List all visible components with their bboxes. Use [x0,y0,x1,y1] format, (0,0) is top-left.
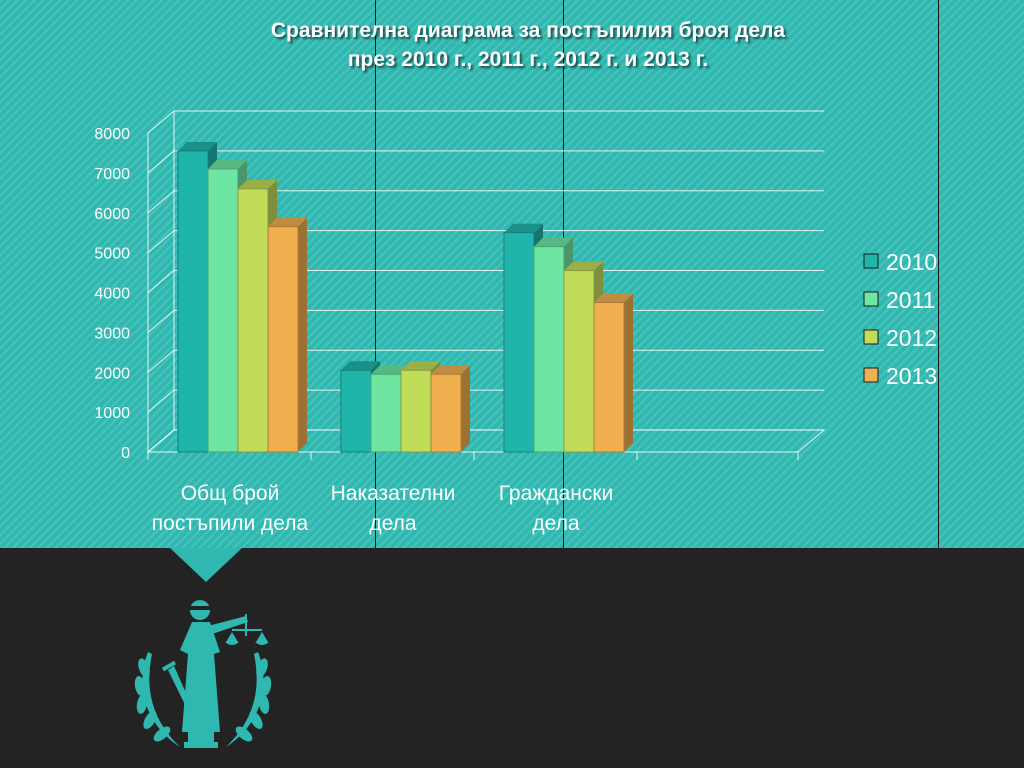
y-tick-label: 4000 [94,286,130,303]
legend-label: 2010 [886,249,937,275]
bar-2013 [430,365,470,453]
y-tick-label: 0 [121,445,130,462]
y-tick-label: 1000 [94,405,130,422]
gridline [147,110,175,134]
y-tick-label: 6000 [94,206,130,223]
y-tick-label: 3000 [94,325,130,342]
legend-swatch [863,329,879,345]
legend-label: 2011 [886,287,935,313]
y-tick-label: 2000 [94,365,130,382]
y-tick-label: 7000 [94,166,130,183]
y-tick-label: 5000 [94,246,130,263]
bar-2013 [267,217,307,453]
gridline [147,309,175,333]
legend-swatch [863,253,879,269]
gridline [147,389,175,413]
bar-2013 [593,293,633,453]
chart-title-line-2: през 2010 г., 2011 г., 2012 г. и 2013 г. [347,48,709,71]
chart-title: Сравнителна диаграма за постъпилия броя … [128,16,928,74]
category-label: Граждански [499,482,614,505]
gridline [147,190,175,214]
legend-swatch [863,291,879,307]
chart-title-line-1: Сравнителна диаграма за постъпилия броя … [270,19,786,42]
gridline [147,349,175,373]
gridline [147,230,175,254]
slide-footer-band [0,548,1024,768]
gridline [147,150,175,174]
vertical-divider [938,0,939,548]
legend-label: 2013 [886,363,937,389]
bar-chart: 0 1000 2000 3000 4000 5000 6000 7000 8000 Общ бро… [94,110,937,535]
legend-swatch [863,367,879,383]
category-label: Общ брой [181,482,280,505]
category-label: постъпили дела [152,512,309,535]
category-label: дела [532,512,579,535]
callout-pointer [170,548,242,582]
gridline [147,270,175,293]
y-tick-label: 8000 [94,126,130,143]
legend-label: 2012 [886,325,937,351]
lady-justice-icon [134,600,272,748]
vertical-divider [375,0,376,548]
category-label: дела [369,512,416,535]
category-label: Наказателни [331,482,456,505]
